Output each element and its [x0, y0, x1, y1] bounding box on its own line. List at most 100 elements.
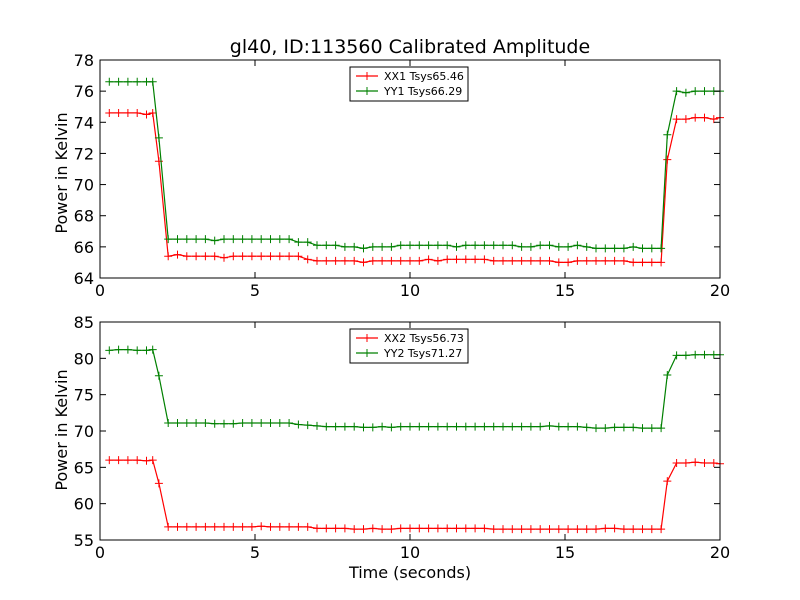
- data-point: [499, 256, 507, 265]
- data-point: [164, 235, 173, 244]
- data-point: [266, 252, 275, 261]
- data-point: [257, 522, 266, 531]
- data-point: [433, 241, 442, 250]
- data-point: [619, 244, 628, 253]
- data-point: [592, 424, 600, 433]
- data-point: [387, 525, 396, 534]
- data-point: [303, 522, 312, 531]
- data-point: [700, 458, 709, 467]
- data-point: [303, 421, 312, 430]
- y-tick-label: 70: [74, 422, 94, 441]
- data-point: [257, 419, 266, 428]
- data-point: [471, 422, 480, 431]
- data-point: [647, 258, 656, 267]
- data-point: [564, 525, 573, 534]
- data-point: [275, 419, 284, 428]
- data-point: [700, 113, 709, 122]
- data-point: [322, 256, 331, 265]
- data-point: [350, 256, 359, 265]
- data-point: [173, 235, 182, 244]
- data-point: [629, 423, 638, 432]
- data-point: [526, 422, 535, 431]
- data-point: [201, 252, 210, 261]
- data-point: [554, 258, 563, 267]
- data-point: [647, 244, 656, 253]
- y-tick-label: 74: [74, 113, 94, 132]
- data-point: [480, 422, 489, 431]
- bottom-plot: 0 5 10 15 20 55 60 65 70 75 80 85 XX2 Tsys56.73 YY2 T…: [74, 313, 731, 562]
- data-point: [480, 255, 489, 264]
- data-point: [691, 458, 700, 467]
- data-point: [285, 522, 294, 531]
- data-point: [303, 255, 312, 264]
- data-point: [461, 255, 470, 264]
- data-point: [545, 421, 554, 430]
- data-point: [517, 525, 526, 534]
- data-point: [517, 256, 526, 265]
- data-point: [657, 258, 666, 267]
- data-point: [619, 423, 628, 432]
- data-point: [133, 108, 142, 117]
- data-point: [387, 423, 396, 432]
- data-point: [489, 241, 498, 250]
- data-point: [313, 524, 321, 533]
- data-point: [564, 258, 573, 267]
- data-point: [480, 524, 489, 533]
- x-tick-label: 0: [95, 281, 105, 300]
- data-point: [238, 419, 247, 428]
- data-point: [406, 422, 414, 431]
- data-point: [201, 235, 210, 244]
- bottom-x-axis-label: Time (seconds): [348, 563, 471, 582]
- series-1-1: [105, 345, 724, 433]
- data-point: [663, 477, 672, 486]
- data-point: [663, 371, 672, 380]
- data-point: [148, 108, 157, 117]
- data-point: [229, 419, 238, 428]
- data-point: [142, 346, 151, 355]
- y-tick-label: 64: [74, 269, 94, 288]
- data-point: [554, 525, 563, 534]
- legend-marker: [363, 349, 371, 357]
- data-point: [123, 108, 132, 117]
- data-point: [105, 77, 114, 86]
- data-point: [499, 422, 507, 431]
- top-plot: 0 5 10 15 20 64 66 68 70 72 74 76 78 XX1 Tsys65.46 YY1…: [74, 51, 731, 300]
- y-tick-label: 80: [74, 349, 94, 368]
- data-point: [396, 256, 405, 265]
- data-point: [424, 422, 433, 431]
- data-point: [133, 346, 142, 355]
- data-point: [247, 419, 256, 428]
- data-point: [238, 522, 247, 531]
- data-point: [526, 525, 535, 534]
- data-point: [247, 252, 256, 261]
- data-point: [142, 456, 151, 465]
- x-tick-label: 20: [710, 281, 730, 300]
- data-point: [582, 256, 591, 265]
- y-tick-label: 75: [74, 386, 94, 405]
- data-point: [148, 345, 157, 354]
- data-point: [182, 522, 191, 531]
- data-point: [238, 235, 247, 244]
- data-point: [105, 456, 114, 465]
- y-tick-label: 60: [74, 495, 94, 514]
- data-point: [443, 524, 452, 533]
- data-point: [313, 421, 321, 430]
- data-point: [489, 256, 498, 265]
- data-point: [396, 422, 405, 431]
- data-point: [461, 524, 470, 533]
- legend-label: YY1 Tsys66.29: [383, 85, 462, 98]
- data-point: [691, 87, 700, 96]
- bottom-y-axis-label: Power in Kelvin: [52, 369, 71, 490]
- data-point: [350, 525, 359, 534]
- x-tick-label: 0: [95, 543, 105, 562]
- legend-box: [349, 66, 469, 102]
- y-tick-label: 68: [74, 207, 94, 226]
- data-point: [536, 256, 545, 265]
- data-point: [582, 525, 591, 534]
- data-point: [257, 235, 266, 244]
- data-point: [266, 235, 275, 244]
- data-point: [526, 242, 535, 251]
- y-tick-label: 66: [74, 238, 94, 257]
- data-point: [433, 524, 442, 533]
- data-point: [368, 256, 377, 265]
